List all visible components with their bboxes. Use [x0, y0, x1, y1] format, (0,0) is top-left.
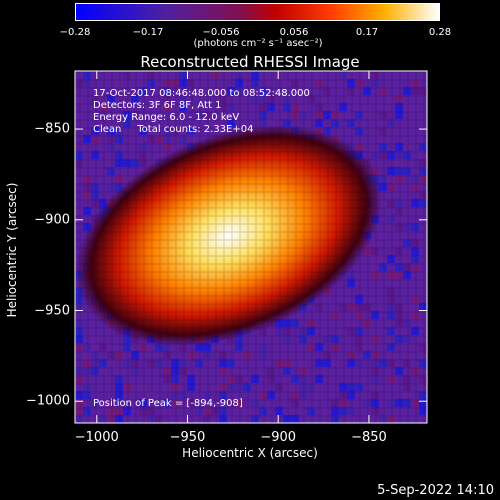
annotation-energy: Energy Range: 6.0 - 12.0 keV: [93, 112, 240, 123]
footer-timestamp: 5-Sep-2022 14:10: [377, 483, 494, 498]
y-tick-label: −950: [34, 303, 70, 318]
colorbar-tick-label: −0.28: [59, 27, 91, 38]
x-axis-label: Heliocentric X (arcsec): [182, 446, 318, 460]
y-tick-label: −900: [34, 212, 70, 228]
chart-title: Reconstructed RHESSI Image: [140, 53, 360, 71]
y-axis-label: Heliocentric Y (arcsec): [5, 182, 19, 318]
x-tick-label: −1000: [74, 430, 119, 445]
colorbar-tick-label: 0.056: [279, 27, 309, 38]
annotation-detectors: Detectors: 3F 6F 8F, Att 1: [93, 100, 222, 111]
x-tick-label: −950: [169, 430, 206, 445]
axis-ticks: [75, 71, 427, 423]
plot-frame: [74, 70, 428, 424]
y-tick-label: −850: [34, 121, 70, 137]
annotation-time: 17-Oct-2017 08:46:48.000 to 08:52:48.000: [93, 88, 310, 99]
colorbar-tick-label: −0.056: [202, 27, 240, 38]
annotation-clean: Clean Total counts: 2.33E+04: [93, 124, 254, 135]
x-tick-label: −900: [260, 430, 297, 445]
colorbar-tick-label: 0.17: [355, 27, 379, 38]
y-tick-label: −1000: [26, 393, 70, 409]
colorbar-tick-label: −0.17: [132, 27, 164, 38]
annotation-peak: Position of Peak = [-894,-908]: [93, 398, 243, 409]
x-tick-label: −850: [351, 430, 387, 445]
colorbar-tick-label: 0.28: [428, 27, 452, 38]
colorbar-units: (photons cm⁻² s⁻¹ asec⁻²): [193, 38, 323, 49]
colorbar: [75, 3, 440, 21]
